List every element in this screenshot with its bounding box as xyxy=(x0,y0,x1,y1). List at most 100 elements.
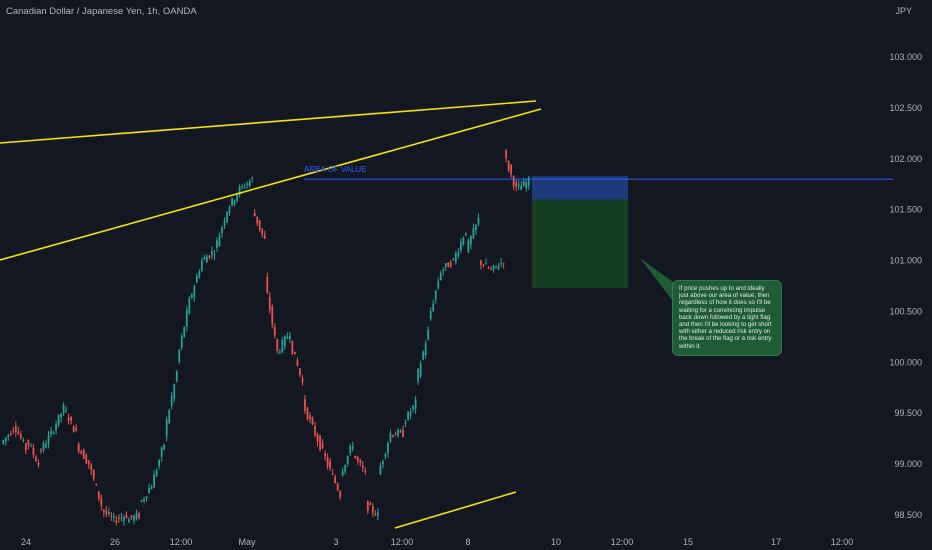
candle-body xyxy=(70,417,73,421)
candle-body xyxy=(366,500,369,511)
candle-body xyxy=(379,465,382,475)
target-zone xyxy=(532,199,628,289)
candle-body xyxy=(236,194,238,201)
candle-body xyxy=(118,517,120,519)
candle-body xyxy=(213,254,216,256)
candle-body xyxy=(42,443,45,451)
x-tick-label: 12:00 xyxy=(611,537,634,547)
candle-body xyxy=(238,186,241,195)
y-tick-label: 99.500 xyxy=(894,408,922,418)
candle-body xyxy=(356,456,359,461)
candle-body xyxy=(62,405,65,414)
candle-body xyxy=(27,439,30,445)
candle-body xyxy=(361,465,364,469)
candle-body xyxy=(97,491,100,499)
candle-body xyxy=(452,258,455,260)
candle-body xyxy=(527,177,530,186)
candle-body xyxy=(52,432,55,434)
candle-body xyxy=(9,433,12,435)
candle-body xyxy=(158,460,161,467)
candle-body xyxy=(263,234,266,239)
candle-body xyxy=(392,435,394,437)
candle-body xyxy=(497,266,500,270)
x-tick-label: 10 xyxy=(551,537,561,547)
candle-body xyxy=(208,255,211,258)
candle-body xyxy=(268,296,271,311)
candle-body xyxy=(188,298,191,314)
candle-body xyxy=(163,444,166,450)
chart-title: Canadian Dollar / Japanese Yen, 1h, OAND… xyxy=(6,6,197,17)
candle-body xyxy=(467,240,470,253)
y-tick-label: 100.500 xyxy=(889,306,922,316)
support-trend-line[interactable] xyxy=(394,491,517,529)
candle-body xyxy=(185,310,188,327)
candle-body xyxy=(113,516,115,518)
candle-body xyxy=(346,455,349,464)
candle-body xyxy=(178,349,181,362)
candle-body xyxy=(19,434,22,439)
candle-body xyxy=(291,340,294,355)
candle-body xyxy=(472,228,475,239)
candle-body xyxy=(85,454,88,464)
candle-body xyxy=(201,260,203,271)
candle-body xyxy=(462,238,465,245)
candle-body xyxy=(505,150,507,159)
candle-body xyxy=(437,281,440,288)
candle-body xyxy=(422,351,425,360)
candle-body xyxy=(424,343,427,356)
y-tick-label: 102.500 xyxy=(889,103,922,113)
annotation-text: If price pushes up to and ideally just a… xyxy=(679,285,772,350)
candle-body xyxy=(439,272,442,280)
x-tick-label: 3 xyxy=(333,537,338,547)
candle-body xyxy=(339,491,342,498)
candle-body xyxy=(465,232,467,236)
candle-body xyxy=(286,336,289,339)
x-tick-label: May xyxy=(238,537,256,547)
x-tick-label: 8 xyxy=(465,537,470,547)
candle-body xyxy=(241,185,243,187)
candle-body xyxy=(80,451,83,454)
candle-body xyxy=(7,435,10,437)
candle-body xyxy=(105,510,108,514)
candle-body xyxy=(311,417,314,425)
candle-body xyxy=(495,265,497,267)
lower-trend-line[interactable] xyxy=(0,108,542,261)
upper-trend-line[interactable] xyxy=(0,100,537,144)
candle-body xyxy=(432,303,435,311)
candle-body xyxy=(309,415,311,420)
candle-body xyxy=(160,448,163,457)
candle-body xyxy=(82,449,85,459)
y-tick-label: 101.000 xyxy=(889,256,922,266)
candle-body xyxy=(412,405,414,409)
candle-body xyxy=(520,185,523,190)
candle-body xyxy=(211,251,213,255)
annotation-note[interactable]: If price pushes up to and ideally just a… xyxy=(672,280,782,356)
candle-body xyxy=(480,260,482,265)
candle-body xyxy=(369,502,372,505)
candle-body xyxy=(349,446,352,454)
y-tick-label: 102.000 xyxy=(889,154,922,164)
candle-body xyxy=(434,290,437,300)
candle-body xyxy=(180,335,183,348)
candle-body xyxy=(216,240,218,248)
candle-body xyxy=(399,430,402,433)
candle-body xyxy=(404,422,407,425)
candle-body xyxy=(341,471,344,476)
candle-body xyxy=(294,351,296,355)
candle-body xyxy=(394,434,397,436)
candle-body xyxy=(168,410,171,424)
candle-body xyxy=(75,428,78,431)
candle-body xyxy=(512,176,515,187)
candle-body xyxy=(301,378,304,383)
y-tick-label: 99.000 xyxy=(894,459,922,469)
candle-body xyxy=(37,462,40,465)
candle-body xyxy=(40,450,42,452)
candle-body xyxy=(72,426,75,433)
candle-body xyxy=(266,277,269,293)
x-tick-label: 12:00 xyxy=(170,537,193,547)
candle-body xyxy=(60,413,62,418)
candle-body xyxy=(87,460,90,465)
candle-body xyxy=(510,164,513,175)
